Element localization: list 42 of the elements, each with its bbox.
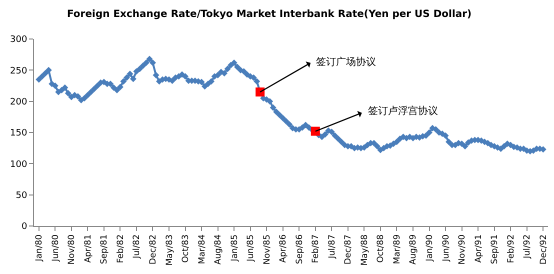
x-tick-label: Dec/82 <box>148 234 159 265</box>
x-tick-label: Jul/87 <box>327 234 338 260</box>
x-tick-label: Nov/85 <box>262 234 272 265</box>
y-tick-label: 200 <box>10 97 28 108</box>
x-tick-label: Feb/87 <box>311 234 322 264</box>
x-tick-label: Nov/80 <box>67 234 78 265</box>
annotation: 签订广场协议 <box>316 56 376 68</box>
x-tick-label: Jul/92 <box>522 234 533 260</box>
x-tick-label: Jun/90 <box>441 234 452 262</box>
x-tick-label: Sep/91 <box>490 234 500 264</box>
x-tick-label: Jul/82 <box>132 234 142 260</box>
x-tick-label: Jan/85 <box>230 234 240 262</box>
y-tick-label: 0 <box>21 222 28 232</box>
x-tick-label: Oct/83 <box>181 234 192 263</box>
chart-title: Foreign Exchange Rate/Tokyo Market Interbank Rate(Yen per US Dollar) <box>67 9 472 20</box>
x-tick-label: Jan/80 <box>34 234 45 262</box>
y-tick-label: 300 <box>10 35 28 46</box>
y-tick-label: 100 <box>10 160 28 170</box>
x-tick-label: Jun/80 <box>50 234 61 262</box>
x-tick-label: May/83 <box>164 234 175 266</box>
x-tick-label: Dec/87 <box>344 234 354 265</box>
x-tick-label: Sep/81 <box>100 234 110 264</box>
y-tick-label: 250 <box>10 66 28 76</box>
x-tick-label: Apr/81 <box>83 234 94 263</box>
x-tick-label: Dec/92 <box>538 234 549 265</box>
x-tick-label: Apr/91 <box>474 234 484 263</box>
x-tick-label: Mar/89 <box>392 234 402 264</box>
x-tick-label: May/88 <box>360 234 370 266</box>
y-tick-label: 50 <box>16 190 28 201</box>
x-tick-label: Apr/86 <box>278 234 289 263</box>
x-tick-label: Aug/84 <box>214 234 224 265</box>
x-tick-label: Jan/90 <box>425 234 436 262</box>
y-tick-label: 150 <box>10 128 28 139</box>
x-tick-label: Feb/82 <box>116 234 126 264</box>
annotation: 签订卢浮宫协议 <box>368 105 438 117</box>
x-tick-label: Mar/84 <box>197 234 208 264</box>
x-tick-label: Oct/88 <box>376 234 386 263</box>
x-tick-label: Nov/90 <box>458 234 468 265</box>
x-tick-label: Jun/85 <box>246 234 256 262</box>
x-tick-label: Sep/86 <box>294 234 305 264</box>
x-tick-label: Feb/92 <box>506 234 516 264</box>
x-tick-label: Aug/89 <box>408 234 419 265</box>
